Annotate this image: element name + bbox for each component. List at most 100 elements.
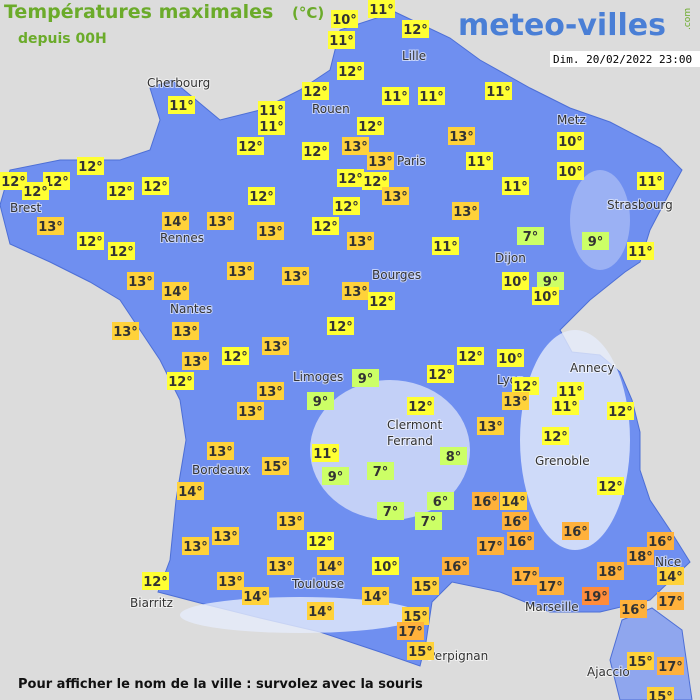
temperature-label: 12° bbox=[363, 175, 388, 190]
temperature-box bbox=[485, 82, 512, 100]
temperature-box bbox=[267, 557, 294, 575]
pyrenees bbox=[180, 597, 420, 633]
temperature-label: 12° bbox=[513, 380, 538, 395]
temperature-box bbox=[282, 267, 309, 285]
temperature-label: 16° bbox=[648, 535, 673, 550]
temperature-label: 12° bbox=[44, 175, 69, 190]
temperature-box bbox=[500, 492, 527, 510]
temperature-box bbox=[327, 317, 354, 335]
temperature-label: 11° bbox=[467, 155, 492, 170]
temperature-box bbox=[402, 607, 429, 625]
temperature-box bbox=[397, 622, 424, 640]
temperature-label: 16° bbox=[473, 495, 498, 510]
temperature-label: 12° bbox=[303, 85, 328, 100]
temperature-label: 18° bbox=[598, 565, 623, 580]
temperature-label: 14° bbox=[501, 495, 526, 510]
temperature-box bbox=[312, 217, 339, 235]
temperature-box bbox=[337, 169, 364, 187]
temperature-box bbox=[337, 62, 364, 80]
temperature-box bbox=[647, 532, 674, 550]
temperature-box bbox=[402, 20, 429, 38]
city-label: Nantes bbox=[170, 302, 212, 316]
temperature-label: 12° bbox=[78, 235, 103, 250]
temperature-label: 15° bbox=[648, 690, 673, 700]
temperature-label: 10° bbox=[373, 560, 398, 575]
temperature-label: 13° bbox=[128, 275, 153, 290]
temperature-box bbox=[562, 522, 589, 540]
temperature-box bbox=[627, 242, 654, 260]
temperature-box bbox=[372, 557, 399, 575]
temperature-box bbox=[258, 117, 285, 135]
temperature-label: 13° bbox=[268, 560, 293, 575]
temperature-label: 15° bbox=[628, 655, 653, 670]
city-label: Ajaccio bbox=[587, 665, 630, 679]
temperature-label: 11° bbox=[628, 245, 653, 260]
temperature-label: 13° bbox=[238, 405, 263, 420]
temperature-box bbox=[512, 377, 539, 395]
temperature-label: 16° bbox=[443, 560, 468, 575]
temperature-label: 12° bbox=[338, 172, 363, 187]
temperature-label: 13° bbox=[263, 340, 288, 355]
temperature-box bbox=[442, 557, 469, 575]
temperature-label: 11° bbox=[259, 120, 284, 135]
temperature-label: 13° bbox=[283, 270, 308, 285]
city-label: Nice bbox=[655, 555, 681, 569]
temperature-box bbox=[107, 182, 134, 200]
temperature-label: 12° bbox=[78, 160, 103, 175]
temperature-box bbox=[597, 477, 624, 495]
city-label: Ferrand bbox=[387, 434, 433, 448]
temperature-label: 16° bbox=[503, 515, 528, 530]
temperature-label: 9° bbox=[313, 395, 329, 410]
temperature-label: 13° bbox=[208, 215, 233, 230]
temperature-box bbox=[322, 467, 349, 485]
datetime-box bbox=[550, 51, 700, 67]
temperature-label: 13° bbox=[278, 515, 303, 530]
temperature-box bbox=[312, 444, 339, 462]
city-label: Rennes bbox=[160, 231, 204, 245]
temperature-box bbox=[466, 152, 493, 170]
temperature-box bbox=[412, 577, 439, 595]
temperature-box bbox=[502, 177, 529, 195]
subtitle: depuis 00H bbox=[18, 31, 107, 47]
temperature-box bbox=[537, 577, 564, 595]
temperature-box bbox=[108, 242, 135, 260]
temperature-label: 11° bbox=[433, 240, 458, 255]
temperature-box bbox=[607, 402, 634, 420]
datetime: Dim. 20/02/2022 23:00 bbox=[553, 53, 692, 66]
temperature-label: 12° bbox=[543, 430, 568, 445]
temperature-label: 12° bbox=[358, 120, 383, 135]
temperature-label: 14° bbox=[243, 590, 268, 605]
temperature-box bbox=[317, 557, 344, 575]
city-label: Paris bbox=[397, 154, 426, 168]
temperature-label: 11° bbox=[369, 3, 394, 18]
temperature-box bbox=[532, 287, 559, 305]
temperature-box bbox=[342, 137, 369, 155]
temperature-box bbox=[457, 347, 484, 365]
temperature-label: 17° bbox=[398, 625, 423, 640]
city-label: Grenoble bbox=[535, 454, 590, 468]
temperature-box bbox=[407, 397, 434, 415]
city-label: Lille bbox=[402, 49, 426, 63]
temperature-box bbox=[182, 352, 209, 370]
city-label: Metz bbox=[557, 113, 586, 127]
temperature-box bbox=[257, 382, 284, 400]
temperature-box bbox=[502, 392, 529, 410]
temperature-label: 10° bbox=[332, 13, 357, 28]
temperature-label: 12° bbox=[109, 245, 134, 260]
temperature-box bbox=[248, 187, 275, 205]
temperature-box bbox=[657, 567, 684, 585]
temperature-label: 9° bbox=[588, 235, 604, 250]
temperature-label: 17° bbox=[658, 660, 683, 675]
temperature-box bbox=[627, 547, 654, 565]
footer: Pour afficher le nom de la ville : survo… bbox=[18, 677, 423, 692]
city-label: Perpignan bbox=[428, 649, 488, 663]
temperature-label: 13° bbox=[258, 385, 283, 400]
temperature-label: 14° bbox=[658, 570, 683, 585]
temperature-label: 12° bbox=[408, 400, 433, 415]
temperature-box bbox=[167, 372, 194, 390]
temperature-label: 12° bbox=[458, 350, 483, 365]
temperature-label: 11° bbox=[419, 90, 444, 105]
temperature-box bbox=[517, 227, 544, 245]
city-label: Cherbourg bbox=[147, 76, 210, 90]
temperature-label: 12° bbox=[223, 350, 248, 365]
